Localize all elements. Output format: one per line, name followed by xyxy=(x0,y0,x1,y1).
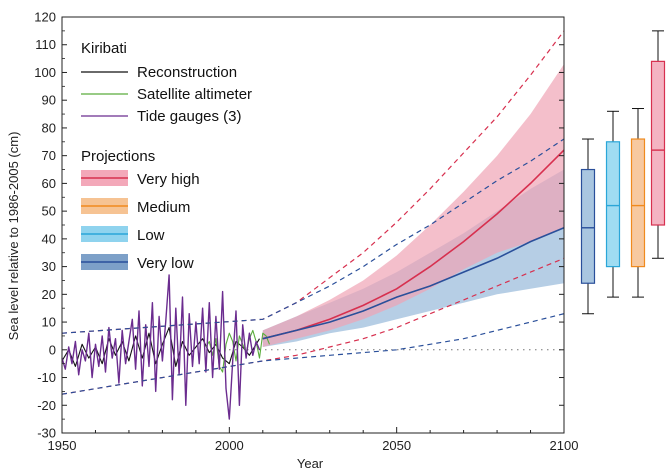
y-tick-label: 100 xyxy=(34,65,56,80)
legend: Kiribati Reconstruction Satellite altimete… xyxy=(81,40,252,272)
median-very-low xyxy=(262,227,565,340)
box-medium xyxy=(630,138,646,268)
legend-label: Medium xyxy=(137,199,190,216)
dash-high-very-low xyxy=(61,138,565,334)
y-tick-label: 10 xyxy=(42,315,56,330)
y-tick-label: 0 xyxy=(49,342,56,357)
y-tick-label: 40 xyxy=(42,231,56,246)
y-tick-label: 90 xyxy=(42,93,56,108)
box-very-high xyxy=(650,60,666,226)
y-tick-label: -10 xyxy=(37,370,56,385)
x-tick-label: 2050 xyxy=(382,438,411,453)
legend-label: Very high xyxy=(137,171,200,188)
legend-label: Reconstruction xyxy=(137,64,237,81)
x-tick-label: 2100 xyxy=(550,438,579,453)
legend-label: Satellite altimeter xyxy=(137,86,252,103)
y-tick-label: 60 xyxy=(42,176,56,191)
x-axis: 1950 2000 2050 2100 xyxy=(48,427,579,453)
projection-lines xyxy=(61,30,565,395)
y-tick-label: 30 xyxy=(42,259,56,274)
y-tick-label: 20 xyxy=(42,287,56,302)
legend-label: Very low xyxy=(137,255,194,272)
projection-bands xyxy=(262,64,564,347)
median-very-high xyxy=(262,149,565,340)
box-plots-2100 xyxy=(580,30,666,315)
y-axis: -30 -20 -10 0 10 20 30 40 50 60 70 80 90 100 110 120 xyxy=(34,10,564,441)
band-very-high xyxy=(262,64,564,347)
y-tick-label: 120 xyxy=(34,10,56,25)
y-tick-label: -30 xyxy=(37,426,56,441)
legend-label: Low xyxy=(137,227,165,244)
y-tick-label: 110 xyxy=(35,37,56,52)
x-tick-label: 1950 xyxy=(48,438,77,453)
y-tick-label: 50 xyxy=(42,204,56,219)
dash-low-very-high xyxy=(61,257,565,395)
series-tide-gauges-3- xyxy=(61,274,261,420)
x-tick-label: 2000 xyxy=(215,438,244,453)
dash-low-very-low xyxy=(61,313,565,395)
y-axis-title: Sea level relative to 1986-2005 (cm) xyxy=(6,132,21,341)
y-tick-label: 70 xyxy=(42,148,56,163)
box-very-low xyxy=(580,168,596,284)
y-tick-label: -20 xyxy=(37,398,56,413)
observation-series xyxy=(61,274,271,420)
legend-label: Tide gauges (3) xyxy=(137,108,242,125)
chart-title: Kiribati xyxy=(81,40,127,57)
projections-heading: Projections xyxy=(81,148,155,165)
x-axis-title: Year xyxy=(297,456,324,471)
box-low xyxy=(605,141,621,268)
y-tick-label: 80 xyxy=(42,120,56,135)
